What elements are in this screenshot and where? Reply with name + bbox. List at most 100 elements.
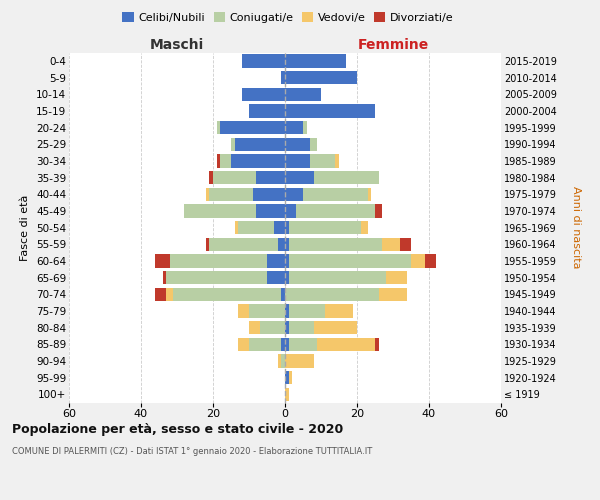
Bar: [235, 138, 285, 151]
Bar: [249, 104, 285, 118]
Bar: [281, 288, 285, 301]
Y-axis label: Fasce di età: Fasce di età: [20, 194, 31, 260]
Bar: [281, 338, 285, 351]
Bar: [368, 188, 371, 201]
Bar: [238, 304, 249, 318]
Bar: [285, 271, 289, 284]
Bar: [289, 254, 411, 268]
Bar: [278, 238, 285, 251]
Bar: [335, 154, 339, 168]
Bar: [256, 204, 285, 218]
Bar: [425, 254, 436, 268]
Bar: [379, 288, 407, 301]
Bar: [325, 304, 353, 318]
Bar: [310, 154, 335, 168]
Bar: [303, 188, 368, 201]
Bar: [231, 138, 235, 151]
Bar: [209, 238, 278, 251]
Bar: [170, 254, 267, 268]
Bar: [213, 171, 256, 184]
Bar: [386, 271, 407, 284]
Bar: [285, 154, 310, 168]
Bar: [285, 138, 310, 151]
Bar: [249, 338, 281, 351]
Bar: [173, 288, 281, 301]
Bar: [375, 204, 382, 218]
Bar: [285, 321, 289, 334]
Bar: [289, 304, 325, 318]
Bar: [166, 288, 173, 301]
Bar: [285, 71, 357, 84]
Bar: [242, 88, 285, 101]
Bar: [238, 338, 249, 351]
Bar: [249, 321, 260, 334]
Bar: [206, 188, 209, 201]
Bar: [314, 171, 379, 184]
Bar: [289, 321, 314, 334]
Bar: [285, 171, 314, 184]
Bar: [278, 354, 281, 368]
Bar: [267, 254, 285, 268]
Bar: [285, 388, 289, 401]
Y-axis label: Anni di nascita: Anni di nascita: [571, 186, 581, 269]
Bar: [289, 238, 382, 251]
Bar: [267, 271, 285, 284]
Bar: [296, 204, 375, 218]
Bar: [285, 254, 289, 268]
Bar: [411, 254, 425, 268]
Bar: [285, 221, 289, 234]
Bar: [285, 288, 379, 301]
Bar: [281, 71, 285, 84]
Bar: [260, 321, 285, 334]
Bar: [217, 121, 220, 134]
Bar: [249, 304, 285, 318]
Bar: [163, 271, 166, 284]
Bar: [155, 288, 166, 301]
Bar: [361, 221, 368, 234]
Bar: [285, 54, 346, 68]
Bar: [231, 154, 285, 168]
Bar: [289, 221, 361, 234]
Bar: [274, 221, 285, 234]
Bar: [285, 188, 303, 201]
Text: Femmine: Femmine: [358, 38, 428, 52]
Text: Maschi: Maschi: [150, 38, 204, 52]
Bar: [209, 171, 213, 184]
Bar: [256, 171, 285, 184]
Bar: [253, 188, 285, 201]
Bar: [289, 371, 292, 384]
Bar: [303, 121, 307, 134]
Bar: [217, 154, 220, 168]
Bar: [289, 338, 317, 351]
Legend: Celibi/Nubili, Coniugati/e, Vedovi/e, Divorziati/e: Celibi/Nubili, Coniugati/e, Vedovi/e, Di…: [118, 8, 458, 28]
Bar: [310, 138, 317, 151]
Bar: [375, 338, 379, 351]
Bar: [285, 88, 321, 101]
Bar: [285, 204, 296, 218]
Bar: [238, 221, 274, 234]
Bar: [206, 238, 209, 251]
Bar: [285, 104, 375, 118]
Bar: [184, 204, 256, 218]
Bar: [242, 54, 285, 68]
Bar: [285, 371, 289, 384]
Text: COMUNE DI PALERMITI (CZ) - Dati ISTAT 1° gennaio 2020 - Elaborazione TUTTITALIA.: COMUNE DI PALERMITI (CZ) - Dati ISTAT 1°…: [12, 448, 372, 456]
Bar: [220, 121, 285, 134]
Bar: [285, 338, 289, 351]
Bar: [220, 154, 231, 168]
Bar: [166, 271, 267, 284]
Bar: [285, 121, 303, 134]
Bar: [400, 238, 411, 251]
Bar: [209, 188, 253, 201]
Bar: [285, 238, 289, 251]
Bar: [314, 321, 357, 334]
Bar: [289, 271, 386, 284]
Bar: [285, 304, 289, 318]
Bar: [285, 354, 314, 368]
Bar: [382, 238, 400, 251]
Text: Popolazione per età, sesso e stato civile - 2020: Popolazione per età, sesso e stato civil…: [12, 422, 343, 436]
Bar: [317, 338, 375, 351]
Bar: [155, 254, 170, 268]
Bar: [281, 354, 285, 368]
Bar: [235, 221, 238, 234]
